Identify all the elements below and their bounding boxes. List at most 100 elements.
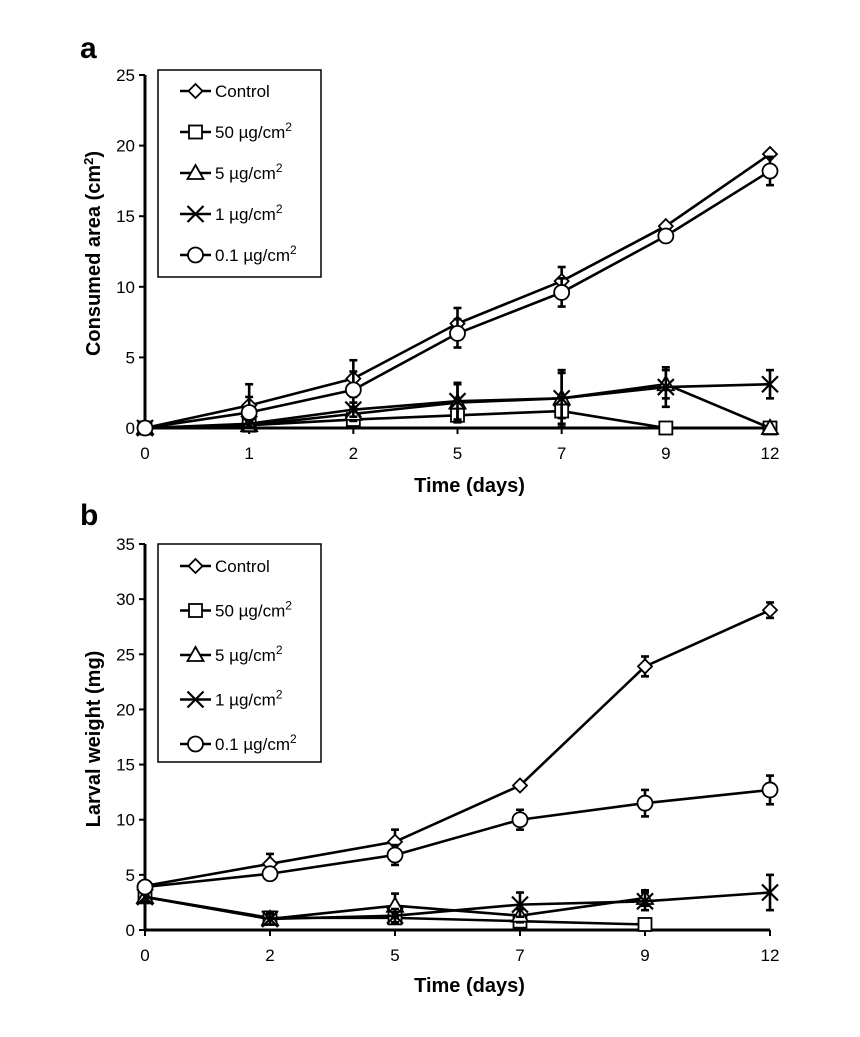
x-tick-label: 2 bbox=[265, 946, 274, 965]
y-tick-label: 20 bbox=[116, 137, 135, 156]
x-tick-label: 12 bbox=[761, 444, 780, 463]
legend-marker bbox=[188, 124, 203, 140]
legend-label-sup: 2 bbox=[276, 688, 283, 702]
y-tick-label: 25 bbox=[116, 645, 135, 664]
y-tick-label: 0 bbox=[126, 921, 135, 940]
legend-label-text: 50 µg/cm bbox=[215, 602, 285, 621]
legend-marker bbox=[185, 163, 206, 180]
panel-letter: b bbox=[80, 499, 98, 532]
legend-entry: 1 µg/cm2 bbox=[180, 688, 283, 710]
legend-marker bbox=[187, 735, 204, 753]
x-tick-label: 9 bbox=[661, 444, 670, 463]
panel-letter: a bbox=[80, 32, 97, 65]
data-point bbox=[344, 381, 362, 399]
y-tick-label: 5 bbox=[126, 866, 135, 885]
legend-label-sup: 2 bbox=[285, 599, 292, 613]
legend-label-text: Control bbox=[215, 557, 270, 576]
data-point bbox=[761, 781, 779, 799]
legend-label-text: 5 µg/cm bbox=[215, 646, 276, 665]
x-tick-label: 5 bbox=[390, 946, 399, 965]
y-tick-label: 30 bbox=[116, 590, 135, 609]
y-tick-label: 15 bbox=[116, 207, 135, 226]
data-point bbox=[136, 419, 154, 437]
data-point bbox=[657, 227, 675, 245]
data-point bbox=[511, 895, 529, 914]
data-point bbox=[386, 906, 404, 925]
series-4 bbox=[136, 155, 779, 437]
legend-marker bbox=[187, 557, 204, 575]
legend-entry: 0.1 µg/cm2 bbox=[180, 243, 297, 265]
y-axis-title-sup: 2 bbox=[81, 158, 96, 165]
y-axis-title-main: Larval weight (mg) bbox=[83, 651, 105, 828]
x-tick-label: 7 bbox=[557, 444, 566, 463]
legend-entry: 0.1 µg/cm2 bbox=[180, 732, 297, 754]
legend-label: Control bbox=[215, 557, 270, 576]
data-point bbox=[637, 917, 653, 932]
legend-label-text: 1 µg/cm bbox=[215, 205, 276, 224]
x-tick-label: 9 bbox=[640, 946, 649, 965]
data-point bbox=[658, 420, 674, 436]
data-point bbox=[344, 400, 363, 419]
x-tick-label: 12 bbox=[761, 946, 780, 965]
legend-marker bbox=[188, 603, 203, 618]
data-point bbox=[511, 811, 529, 829]
x-tick-label: 1 bbox=[244, 444, 253, 463]
legend-label-text: 0.1 µg/cm bbox=[215, 246, 290, 265]
legend-marker bbox=[185, 645, 206, 662]
series-4 bbox=[136, 774, 779, 896]
legend-label: 50 µg/cm2 bbox=[215, 120, 292, 142]
y-axis-title-main: Consumed area (cm bbox=[83, 165, 105, 356]
data-point bbox=[760, 418, 780, 435]
data-point bbox=[136, 878, 154, 896]
data-point bbox=[553, 284, 571, 301]
x-tick-label: 0 bbox=[140, 946, 149, 965]
data-point bbox=[636, 892, 654, 911]
legend-label-text: 5 µg/cm bbox=[215, 164, 276, 183]
x-tick-label: 5 bbox=[453, 444, 462, 463]
y-tick-label: 0 bbox=[126, 419, 135, 438]
x-axis-title: Time (days) bbox=[414, 475, 525, 497]
legend-label-sup: 2 bbox=[290, 732, 297, 746]
x-axis-title: Time (days) bbox=[414, 975, 525, 997]
legend-marker bbox=[186, 690, 205, 709]
legend-entry: 1 µg/cm2 bbox=[180, 202, 283, 224]
legend-entry: 5 µg/cm2 bbox=[180, 643, 283, 665]
x-tick-label: 7 bbox=[515, 946, 524, 965]
y-tick-label: 15 bbox=[116, 756, 135, 775]
data-point bbox=[636, 794, 654, 812]
y-axis-title-end: ) bbox=[83, 151, 105, 158]
legend-entry: 5 µg/cm2 bbox=[180, 161, 283, 183]
y-tick-label: 20 bbox=[116, 700, 135, 719]
legend-label-text: 0.1 µg/cm bbox=[215, 735, 290, 754]
data-point bbox=[761, 883, 779, 902]
series-line bbox=[144, 608, 771, 888]
y-axis-title: Consumed area (cm2) bbox=[81, 151, 105, 356]
legend-label-text: 1 µg/cm bbox=[215, 691, 276, 710]
legend-label-sup: 2 bbox=[276, 202, 283, 216]
x-tick-label: 0 bbox=[140, 444, 149, 463]
x-tick-label: 2 bbox=[349, 444, 358, 463]
legend-label: 5 µg/cm2 bbox=[215, 643, 283, 665]
legend-label: 1 µg/cm2 bbox=[215, 202, 283, 224]
data-point bbox=[761, 601, 779, 619]
y-tick-label: 5 bbox=[126, 348, 135, 367]
data-point bbox=[261, 865, 279, 883]
legend-label: 0.1 µg/cm2 bbox=[215, 243, 297, 265]
legend-box bbox=[157, 543, 322, 763]
data-point bbox=[761, 162, 779, 180]
legend-label: Control bbox=[215, 82, 270, 101]
y-tick-label: 35 bbox=[116, 535, 135, 554]
legend-marker bbox=[187, 82, 204, 100]
y-axis-title: Larval weight (mg) bbox=[83, 651, 105, 828]
data-point bbox=[657, 378, 675, 396]
data-point bbox=[240, 404, 258, 421]
legend-label-sup: 2 bbox=[285, 120, 292, 134]
data-point bbox=[761, 375, 779, 394]
legend-label-sup: 2 bbox=[276, 161, 283, 175]
legend-label-text: Control bbox=[215, 82, 270, 101]
legend-marker bbox=[186, 205, 205, 223]
